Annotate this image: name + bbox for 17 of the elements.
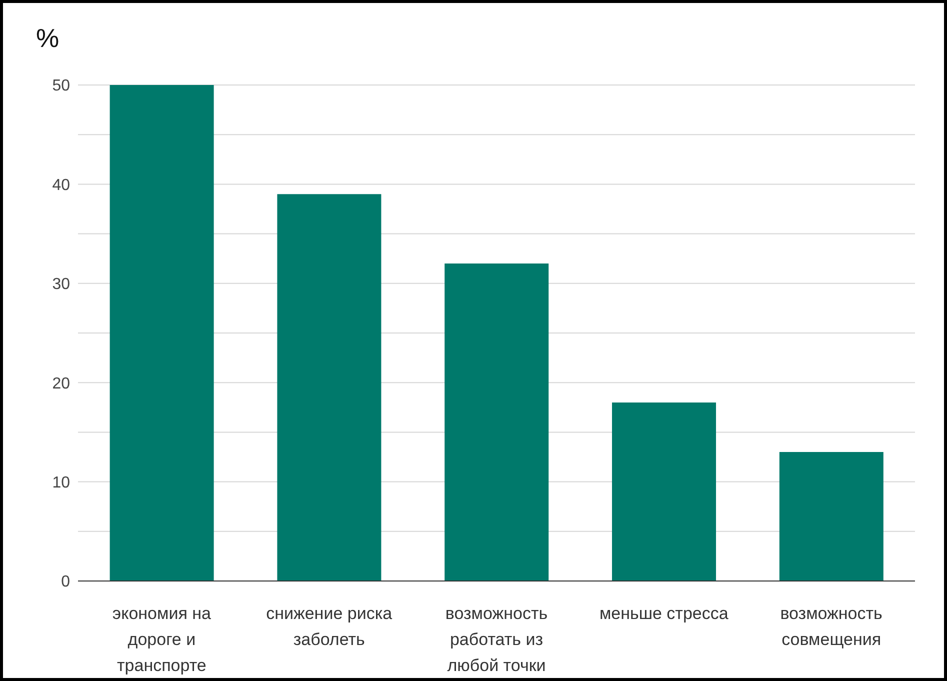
y-tick-label: 10 <box>52 474 70 492</box>
x-tick-label: снижение риска заболеть <box>266 604 393 649</box>
x-tick-label: меньше стресса <box>599 604 729 623</box>
x-tick-label: экономия на дороге и транспорте <box>112 604 212 675</box>
y-tick-label: 50 <box>52 78 70 95</box>
bar <box>612 402 716 581</box>
bar <box>110 85 214 581</box>
x-tick-label: возможность совмещения <box>780 604 883 649</box>
y-axis-title: % <box>36 23 60 54</box>
y-tick-label: 0 <box>61 574 70 591</box>
bar <box>277 194 382 581</box>
y-tick-label: 30 <box>52 276 70 294</box>
y-tick-label: 20 <box>52 375 70 392</box>
bar <box>444 264 549 581</box>
bar <box>779 452 884 581</box>
x-tick-label: возможность работать из любой точки <box>445 604 548 675</box>
y-tick-label: 40 <box>52 176 70 194</box>
